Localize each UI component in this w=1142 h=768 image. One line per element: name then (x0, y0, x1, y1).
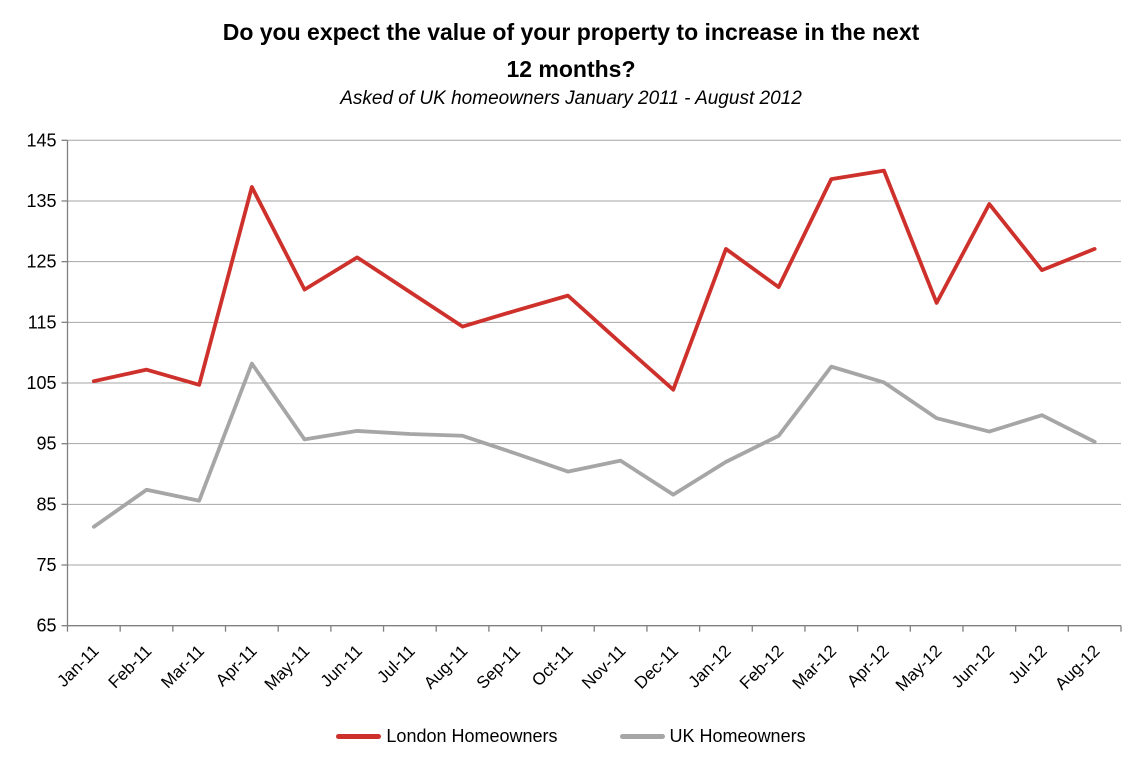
chart-title-line2: 12 months? (506, 56, 636, 82)
x-tick-label: Jul-12 (1005, 641, 1051, 687)
uk-series-swatch-icon (619, 733, 665, 739)
x-tick-label: Jan-12 (685, 641, 735, 691)
legend: London Homeowners UK Homeowners (0, 726, 1142, 746)
gridlines (67, 139, 1121, 566)
x-tick-label: Dec-11 (631, 641, 682, 692)
x-axis-labels: Jan-11 Feb-11 Mar-11 Apr-11 May-11 Jun-11 Jul-… (53, 641, 1103, 695)
y-tick-label: 65 (36, 616, 56, 636)
y-tick-label: 125 (26, 252, 56, 272)
chart-title-line1: Do you expect the value of your property… (222, 19, 920, 45)
y-tick-label: 135 (26, 191, 56, 211)
chart-subtitle: Asked of UK homeowners January 2011 - Au… (340, 88, 802, 109)
series-line-uk-homeowners (91, 361, 1097, 529)
x-tick-label: Apr-12 (843, 641, 893, 691)
x-tick-label: Jun-12 (948, 641, 998, 691)
x-tick-label: Oct-11 (528, 641, 577, 690)
x-tick-label: Aug-11 (420, 641, 471, 692)
x-tick-label: May-12 (892, 641, 946, 695)
x-tick-label: Nov-11 (578, 641, 629, 692)
series-line-london-homeowners (91, 168, 1097, 392)
y-tick-label: 75 (36, 555, 56, 575)
y-tick-label: 115 (28, 312, 57, 332)
legend-label-uk: UK Homeowners (669, 726, 806, 746)
x-tick-label: Mar-12 (789, 641, 841, 693)
x-tick-label: Feb-11 (105, 641, 156, 692)
y-tick-label: 105 (26, 373, 56, 393)
axes (61, 139, 1122, 632)
y-axis-labels: 65 75 85 95 105 115 125 135 145 (26, 130, 56, 635)
legend-item-uk: UK Homeowners (619, 726, 806, 746)
chart-title: Do you expect the value of your property… (0, 14, 1142, 88)
x-tick-label: May-11 (261, 641, 314, 694)
x-tick-label: Jul-11 (373, 641, 418, 686)
y-tick-label: 145 (26, 130, 56, 150)
x-tick-label: Aug-12 (1051, 641, 1103, 693)
x-tick-label: Sep-11 (473, 641, 524, 692)
london-series-swatch-icon (336, 733, 382, 739)
y-tick-label: 85 (36, 494, 56, 514)
legend-label-london: London Homeowners (386, 726, 558, 746)
x-tick-label: Jan-11 (53, 641, 102, 690)
legend-item-london: London Homeowners (336, 726, 558, 746)
x-tick-label: Feb-12 (736, 641, 788, 693)
x-tick-label: Mar-11 (157, 641, 208, 692)
x-tick-label: Apr-11 (212, 641, 261, 690)
x-tick-label: Jun-11 (317, 641, 366, 690)
y-tick-label: 95 (36, 434, 56, 454)
